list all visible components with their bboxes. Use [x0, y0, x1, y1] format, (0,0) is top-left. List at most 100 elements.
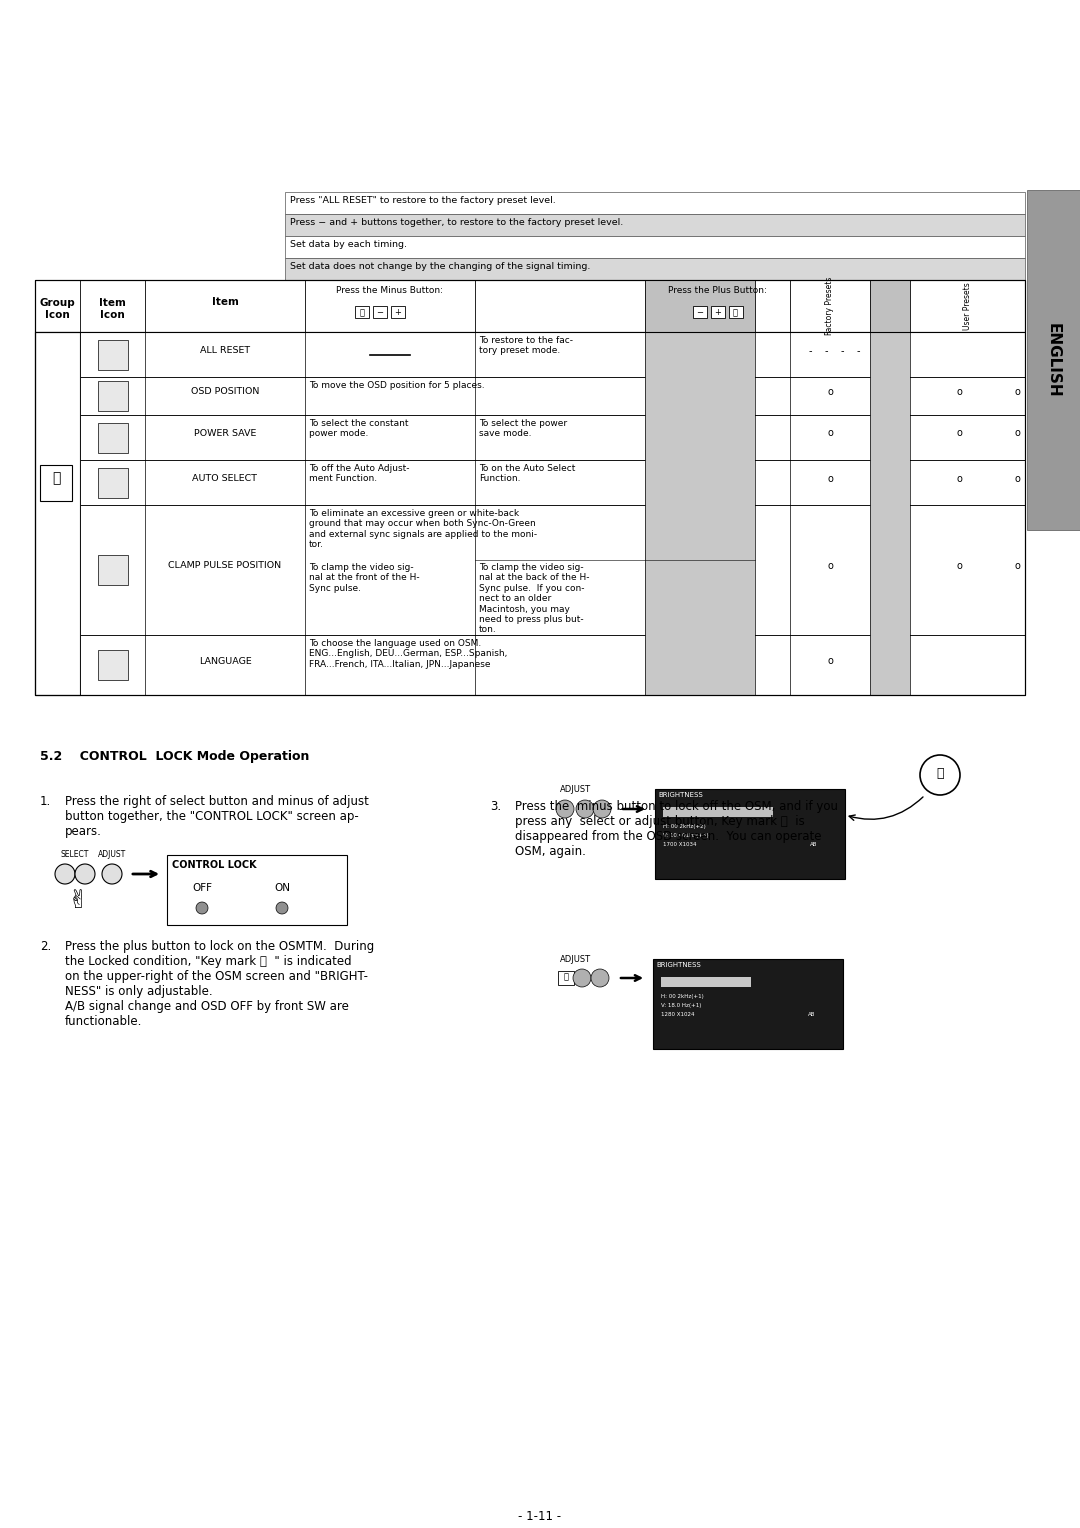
- Text: H: 00 2kHz(+1): H: 00 2kHz(+1): [661, 995, 704, 999]
- Bar: [1027, 189, 1080, 530]
- Circle shape: [920, 755, 960, 795]
- Bar: [35, 280, 1025, 695]
- Text: -    -    -    -: - - - -: [809, 345, 861, 356]
- Text: Press − and + buttons together, to restore to the factory preset level.: Press − and + buttons together, to resto…: [291, 219, 623, 228]
- Circle shape: [75, 863, 95, 885]
- Bar: [355, 306, 369, 318]
- Bar: [711, 306, 725, 318]
- Text: Press "ALL RESET" to restore to the factory preset level.: Press "ALL RESET" to restore to the fact…: [291, 196, 556, 205]
- Text: Press the Plus Button:: Press the Plus Button:: [669, 286, 767, 295]
- Bar: [97, 423, 127, 452]
- Bar: [870, 416, 910, 460]
- Text: ADJUST: ADJUST: [98, 850, 126, 859]
- Text: 3.: 3.: [490, 801, 501, 813]
- Bar: [80, 332, 1025, 377]
- Text: 5.2    CONTROL  LOCK Mode Operation: 5.2 CONTROL LOCK Mode Operation: [40, 750, 309, 762]
- Bar: [870, 636, 910, 695]
- Bar: [645, 504, 755, 636]
- Text: To move the OSD position for 5 places.: To move the OSD position for 5 places.: [309, 380, 485, 390]
- Text: To restore to the fac-
tory preset mode.: To restore to the fac- tory preset mode.: [480, 336, 573, 356]
- Text: Ⓐ: Ⓐ: [52, 472, 60, 486]
- Bar: [870, 280, 910, 332]
- Text: To clamp the video sig-
nal at the back of the H-
Sync pulse.  If you con-
nect : To clamp the video sig- nal at the back …: [480, 562, 590, 634]
- Bar: [80, 416, 1025, 460]
- Bar: [645, 332, 755, 377]
- Bar: [870, 504, 910, 636]
- Text: To choose the language used on OSM.
ENG...English, DEU...German, ESP...Spanish,
: To choose the language used on OSM. ENG.…: [309, 639, 508, 669]
- Text: Item: Item: [212, 296, 239, 307]
- Text: 1280 X1024: 1280 X1024: [661, 1012, 694, 1018]
- Text: H: 00 2kHz(+2): H: 00 2kHz(+2): [663, 824, 705, 830]
- Bar: [285, 235, 1025, 258]
- Circle shape: [591, 969, 609, 987]
- Bar: [870, 332, 910, 377]
- Text: ✌: ✌: [67, 889, 89, 914]
- Bar: [80, 636, 1025, 695]
- Text: +: +: [394, 309, 402, 316]
- Text: SELECT: SELECT: [60, 850, 90, 859]
- Bar: [97, 555, 127, 585]
- Bar: [35, 332, 1025, 695]
- Circle shape: [556, 801, 573, 817]
- Text: +: +: [714, 309, 721, 316]
- Bar: [167, 856, 347, 924]
- Bar: [692, 306, 706, 318]
- Text: Ⓐ: Ⓐ: [564, 972, 568, 981]
- Bar: [654, 788, 845, 879]
- Text: o: o: [957, 474, 962, 483]
- Text: −: −: [696, 309, 703, 316]
- Text: 🔒: 🔒: [936, 767, 944, 779]
- Bar: [645, 460, 755, 504]
- Text: Press the plus button to lock on the OSMTM.  During
the Locked condition, "Key m: Press the plus button to lock on the OSM…: [65, 940, 375, 1028]
- Text: 1700 X1034: 1700 X1034: [663, 842, 697, 847]
- Text: POWER SAVE: POWER SAVE: [193, 429, 256, 439]
- Text: To select the constant
power mode.: To select the constant power mode.: [309, 419, 408, 439]
- Bar: [35, 332, 80, 695]
- Text: o: o: [957, 428, 962, 439]
- Text: AB: AB: [810, 842, 818, 847]
- Text: To clamp the video sig-
nal at the front of the H-
Sync pulse.: To clamp the video sig- nal at the front…: [309, 562, 420, 593]
- Text: o: o: [827, 561, 833, 571]
- Bar: [653, 960, 843, 1050]
- Bar: [285, 258, 1025, 280]
- Text: Item
Icon: Item Icon: [99, 298, 126, 319]
- Text: ALL RESET: ALL RESET: [200, 345, 251, 354]
- Text: −: −: [377, 309, 383, 316]
- Text: o: o: [1014, 428, 1020, 439]
- Circle shape: [593, 801, 611, 817]
- Text: OSD POSITION: OSD POSITION: [191, 388, 259, 396]
- Text: CONTROL LOCK: CONTROL LOCK: [172, 860, 257, 869]
- Text: ⓶: ⓶: [733, 309, 738, 316]
- Bar: [645, 636, 755, 695]
- Bar: [80, 377, 1025, 416]
- Bar: [645, 416, 755, 460]
- Bar: [870, 377, 910, 416]
- Bar: [97, 339, 127, 370]
- Bar: [97, 380, 127, 411]
- Bar: [35, 280, 1025, 332]
- Bar: [558, 970, 573, 986]
- Bar: [645, 377, 755, 416]
- Bar: [645, 280, 755, 332]
- Text: ENGLISH: ENGLISH: [1047, 322, 1061, 397]
- Text: 2.: 2.: [40, 940, 51, 953]
- Text: o: o: [827, 656, 833, 666]
- Text: CLAMP PULSE POSITION: CLAMP PULSE POSITION: [168, 561, 282, 570]
- Text: o: o: [1014, 561, 1020, 571]
- Text: o: o: [827, 387, 833, 397]
- Text: ADJUST: ADJUST: [561, 785, 591, 795]
- Text: Press the  minus button to lock off the OSM, and if you
press any  select or adj: Press the minus button to lock off the O…: [515, 801, 838, 859]
- Text: To on the Auto Select
Function.: To on the Auto Select Function.: [480, 465, 576, 483]
- Circle shape: [576, 801, 594, 817]
- Text: - 1-11 -: - 1-11 -: [518, 1510, 562, 1523]
- Text: AUTO SELECT: AUTO SELECT: [192, 474, 257, 483]
- Text: OFF: OFF: [192, 883, 212, 892]
- Text: 1.: 1.: [40, 795, 51, 808]
- Text: o: o: [957, 561, 962, 571]
- Bar: [391, 306, 405, 318]
- Circle shape: [573, 969, 591, 987]
- Text: ADJUST: ADJUST: [561, 955, 591, 964]
- Bar: [285, 193, 1025, 214]
- Bar: [285, 214, 1025, 235]
- Bar: [661, 976, 751, 987]
